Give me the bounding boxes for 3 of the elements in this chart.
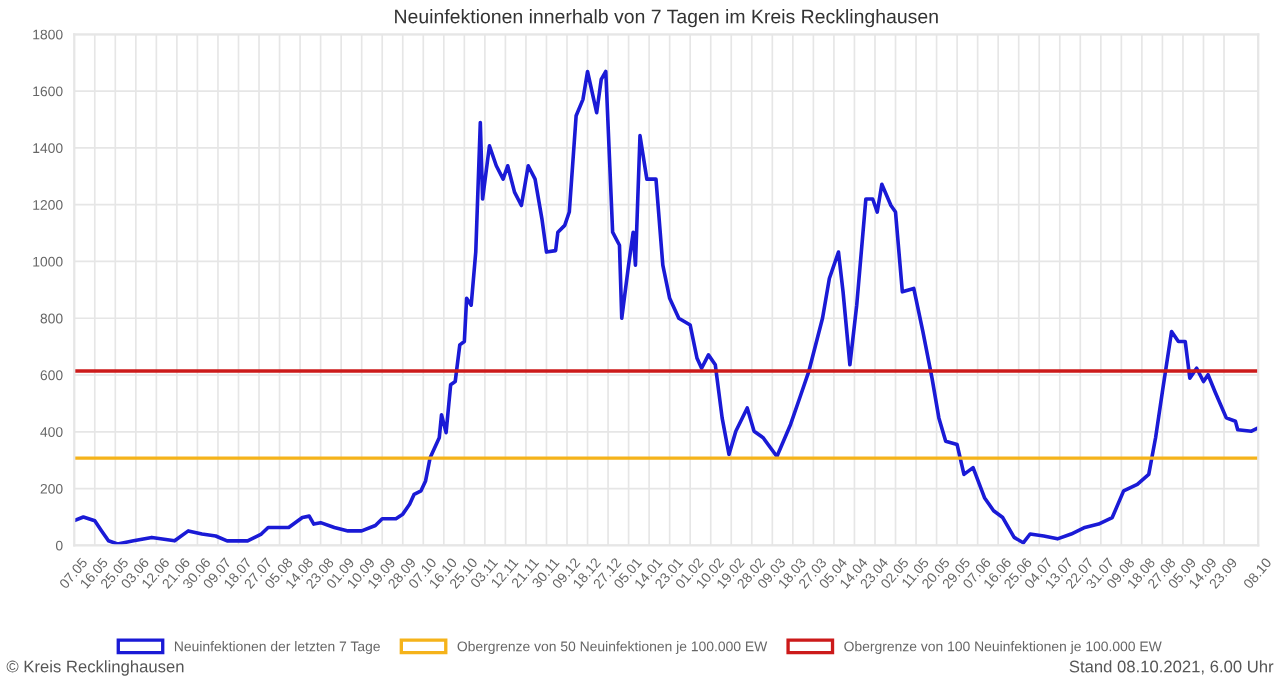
chart-title: Neuinfektionen innerhalb von 7 Tagen im Kreis Recklinghausen: [395, 9, 938, 28]
text: Stand 08.10.2021, 6.00 Uhr: [1069, 660, 1274, 675]
text: © Kreis Recklinghausen: [6, 660, 184, 676]
